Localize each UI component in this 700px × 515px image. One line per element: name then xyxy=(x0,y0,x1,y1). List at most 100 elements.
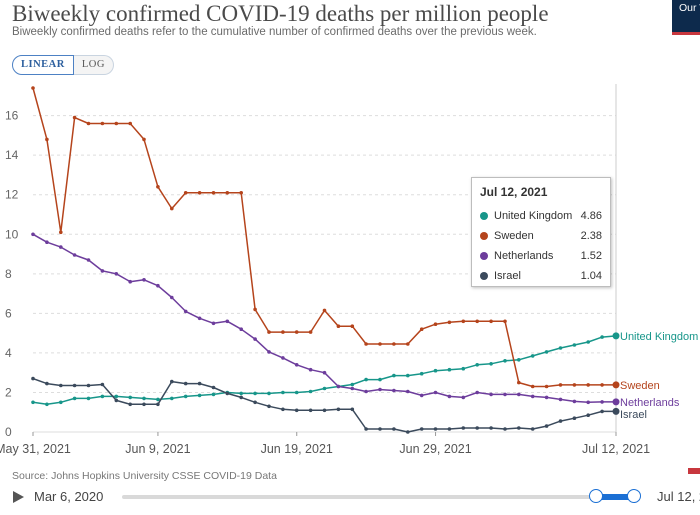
data-point xyxy=(503,427,507,431)
y-tick-label: 12 xyxy=(5,188,19,202)
data-point xyxy=(239,191,243,195)
tooltip-date: Jul 12, 2021 xyxy=(480,185,548,199)
data-point xyxy=(211,385,216,390)
data-point xyxy=(378,342,382,346)
data-point xyxy=(183,191,188,195)
data-point xyxy=(100,269,105,273)
tooltip-value: 4.86 xyxy=(580,210,602,222)
data-point xyxy=(281,330,285,334)
data-point xyxy=(350,386,355,391)
data-point xyxy=(530,394,535,399)
scale-toggle: LINEAR LOG xyxy=(12,55,114,75)
owid-logo[interactable]: Our World in Data xyxy=(672,0,700,34)
log-scale-button[interactable]: LOG xyxy=(73,55,114,75)
tooltip-value: 2.38 xyxy=(580,230,602,242)
timeline-start-handle[interactable] xyxy=(589,489,603,503)
tooltip-row: Netherlands 1.52 xyxy=(480,246,602,266)
data-point xyxy=(364,342,368,346)
data-point xyxy=(72,396,77,401)
data-point xyxy=(197,316,202,321)
data-point xyxy=(350,407,355,412)
data-point xyxy=(461,319,466,324)
data-point xyxy=(558,397,563,402)
timeline-selected-range xyxy=(596,494,634,500)
play-icon[interactable] xyxy=(13,491,24,503)
timeline-end-label: Jul 12, 2021 xyxy=(657,489,700,504)
data-point xyxy=(59,245,63,249)
tooltip-name: Israel xyxy=(494,270,521,282)
tooltip-swatch-israel xyxy=(480,272,488,280)
data-point xyxy=(86,396,91,401)
data-point xyxy=(294,390,299,395)
y-tick-label: 8 xyxy=(5,267,12,281)
data-point xyxy=(336,384,341,389)
data-point xyxy=(364,427,368,431)
series-line xyxy=(32,335,617,406)
x-tick-label: May 31, 2021 xyxy=(0,442,71,456)
data-point xyxy=(156,397,160,402)
data-point xyxy=(572,399,577,404)
data-point xyxy=(503,319,507,324)
chart-title: Biweekly confirmed COVID-19 deaths per m… xyxy=(12,1,549,26)
data-point xyxy=(612,332,620,340)
y-tick-label: 10 xyxy=(5,227,19,241)
data-point xyxy=(31,232,35,237)
tooltip-name: Sweden xyxy=(494,230,534,242)
data-point xyxy=(544,384,549,389)
data-point xyxy=(142,278,146,282)
tooltip-row: United Kingdom 4.86 xyxy=(480,206,602,226)
data-point xyxy=(183,309,188,314)
timeline-end-handle[interactable] xyxy=(627,489,641,503)
data-point xyxy=(308,367,313,372)
data-point xyxy=(586,340,590,344)
data-point xyxy=(197,191,202,195)
data-point xyxy=(142,396,146,401)
y-tick-label: 6 xyxy=(5,306,12,320)
data-point xyxy=(308,408,313,413)
data-point xyxy=(406,373,410,378)
data-point xyxy=(392,373,396,378)
timeline-track[interactable] xyxy=(122,495,632,499)
data-point xyxy=(253,391,257,396)
data-point xyxy=(336,324,341,329)
data-point xyxy=(239,395,243,400)
data-point xyxy=(211,321,216,326)
series-line xyxy=(32,377,616,433)
data-point xyxy=(114,394,119,399)
data-point xyxy=(517,380,521,385)
data-point xyxy=(114,272,119,276)
data-point xyxy=(170,206,174,211)
data-point xyxy=(183,381,188,386)
data-point xyxy=(350,324,355,329)
x-tick-label: Jul 12, 2021 xyxy=(582,442,650,456)
data-point xyxy=(461,395,466,400)
data-point xyxy=(253,400,257,405)
data-point xyxy=(378,377,382,382)
hover-tooltip: Jul 12, 2021 United Kingdom 4.86 Sweden … xyxy=(471,177,611,287)
data-point xyxy=(31,400,35,405)
data-point xyxy=(503,392,507,397)
data-point xyxy=(544,395,549,400)
data-point xyxy=(406,389,410,394)
data-point xyxy=(322,308,327,313)
data-point xyxy=(392,388,396,393)
data-point xyxy=(294,363,299,367)
data-point xyxy=(45,240,49,244)
data-point xyxy=(86,383,91,388)
data-point xyxy=(156,185,160,189)
data-point xyxy=(612,407,620,415)
data-point xyxy=(475,319,480,324)
data-point xyxy=(267,330,271,334)
data-point xyxy=(86,121,91,126)
data-point xyxy=(31,86,35,90)
data-point xyxy=(517,358,521,362)
data-point xyxy=(170,379,174,384)
data-point xyxy=(156,402,160,407)
data-point xyxy=(281,390,285,395)
data-point xyxy=(197,381,202,386)
data-point xyxy=(572,343,577,347)
data-point xyxy=(59,230,63,235)
linear-scale-button[interactable]: LINEAR xyxy=(12,55,74,75)
y-tick-label: 0 xyxy=(5,425,12,439)
data-point xyxy=(600,409,604,414)
